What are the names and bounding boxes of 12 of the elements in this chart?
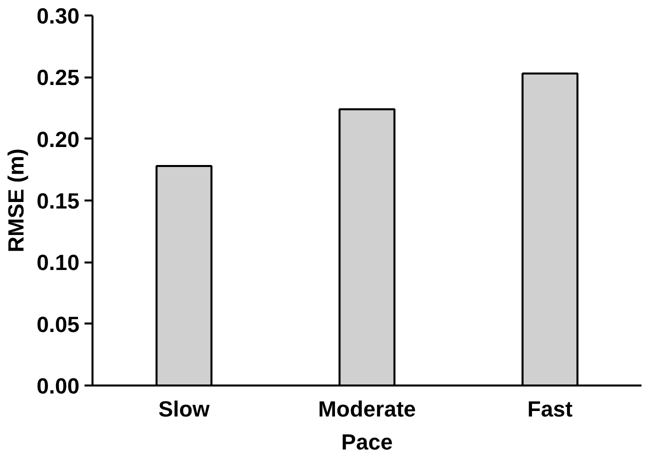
y-axis-title: RMSE (m) xyxy=(4,148,29,252)
x-axis-title: Pace xyxy=(341,430,393,454)
y-tick-label: 0.00 xyxy=(36,374,80,398)
y-tick-label: 0.25 xyxy=(36,65,80,90)
y-tick-label: 0.20 xyxy=(36,126,80,152)
x-tick-label: Slow xyxy=(158,396,211,422)
x-tick-label: Fast xyxy=(527,396,574,422)
y-tick-label: 0.15 xyxy=(36,188,80,214)
x-tick-label: Moderate xyxy=(318,396,416,422)
y-tick-label: 0.10 xyxy=(36,250,80,276)
y-tick-label: 0.05 xyxy=(36,312,80,337)
y-tick-label: 0.30 xyxy=(36,4,80,28)
